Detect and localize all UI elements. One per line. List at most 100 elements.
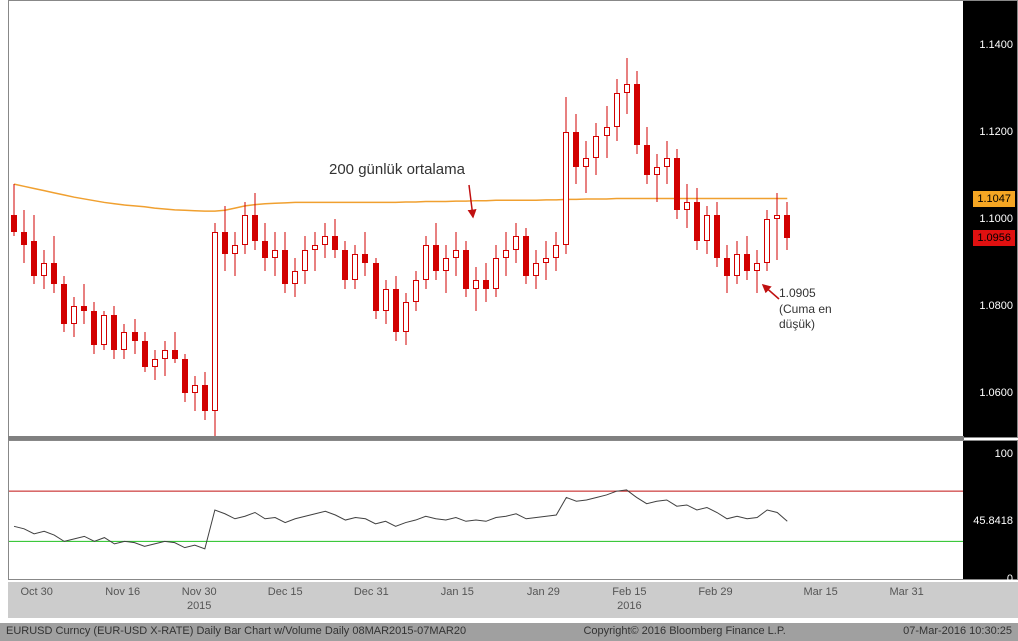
candle — [493, 1, 499, 437]
candle — [373, 1, 379, 437]
candle — [503, 1, 509, 437]
chart-container: 200 günlük ortalama 1.0905 (Cuma en düşü… — [0, 0, 1018, 641]
price-tick: 1.1400 — [979, 39, 1013, 51]
candle — [152, 1, 158, 437]
price-tick: 1.1200 — [979, 126, 1013, 138]
candle — [704, 1, 710, 437]
x-year-label: 2015 — [187, 600, 211, 612]
candle — [684, 1, 690, 437]
candle — [654, 1, 660, 437]
indicator-overlay-svg — [9, 441, 963, 579]
candle — [162, 1, 168, 437]
x-tick: Mar 31 — [890, 586, 924, 598]
candle — [453, 1, 459, 437]
candle — [252, 1, 258, 437]
candle — [714, 1, 720, 437]
x-tick: Nov 16 — [105, 586, 140, 598]
x-tick: Feb 15 — [612, 586, 646, 598]
candle — [342, 1, 348, 437]
candle — [142, 1, 148, 437]
candle — [573, 1, 579, 437]
candle — [71, 1, 77, 437]
footer-center: Copyright© 2016 Bloomberg Finance L.P. — [583, 625, 785, 639]
candle — [262, 1, 268, 437]
friday-low-arrow — [759, 281, 783, 305]
price-tick: 1.0800 — [979, 300, 1013, 312]
indicator-tick: 45.8418 — [973, 515, 1013, 527]
indicator-panel[interactable]: 045.8418100 — [8, 440, 1018, 580]
candle — [31, 1, 37, 437]
candle — [41, 1, 47, 437]
candle — [61, 1, 67, 437]
footer-left: EURUSD Curncy (EUR-USD X-RATE) Daily Bar… — [6, 625, 466, 639]
x-axis: Oct 30Nov 16Nov 30Dec 15Dec 31Jan 15Jan … — [8, 582, 1018, 618]
candle — [242, 1, 248, 437]
candle — [513, 1, 519, 437]
price-marker: 1.0956 — [973, 230, 1015, 246]
candle — [443, 1, 449, 437]
candle — [182, 1, 188, 437]
price-panel[interactable]: 200 günlük ortalama 1.0905 (Cuma en düşü… — [8, 0, 1018, 438]
candle — [634, 1, 640, 437]
candle — [91, 1, 97, 437]
candle — [604, 1, 610, 437]
x-tick: Jan 29 — [527, 586, 560, 598]
candle — [132, 1, 138, 437]
candle — [212, 1, 218, 437]
chart-footer: EURUSD Curncy (EUR-USD X-RATE) Daily Bar… — [0, 623, 1018, 641]
candle — [413, 1, 419, 437]
ma-annotation-arrow — [459, 183, 489, 223]
candle — [614, 1, 620, 437]
candle — [81, 1, 87, 437]
candle — [232, 1, 238, 437]
candle — [423, 1, 429, 437]
friday-low-label: 1.0905 (Cuma en düşük) — [779, 286, 832, 333]
candle — [403, 1, 409, 437]
candle — [664, 1, 670, 437]
price-y-axis: 1.06001.08001.10001.12001.14001.10471.09… — [963, 1, 1017, 437]
footer-right: 07-Mar-2016 10:30:25 — [903, 625, 1012, 639]
candle — [111, 1, 117, 437]
price-tick: 1.1000 — [979, 213, 1013, 225]
candle — [302, 1, 308, 437]
indicator-y-axis: 045.8418100 — [963, 441, 1017, 579]
candle — [744, 1, 750, 437]
candle — [393, 1, 399, 437]
indicator-tick: 100 — [995, 448, 1013, 460]
candle — [754, 1, 760, 437]
x-tick: Oct 30 — [20, 586, 52, 598]
candle — [101, 1, 107, 437]
x-tick: Dec 15 — [268, 586, 303, 598]
candle — [322, 1, 328, 437]
candle — [674, 1, 680, 437]
candle — [583, 1, 589, 437]
price-marker: 1.1047 — [973, 191, 1015, 207]
candle — [11, 1, 17, 437]
candle — [694, 1, 700, 437]
candle — [764, 1, 770, 437]
x-year-label: 2016 — [617, 600, 641, 612]
candle — [21, 1, 27, 437]
candle — [593, 1, 599, 437]
x-tick: Nov 30 — [182, 586, 217, 598]
candle — [523, 1, 529, 437]
candle — [433, 1, 439, 437]
candle — [332, 1, 338, 437]
candle — [51, 1, 57, 437]
candle — [383, 1, 389, 437]
x-tick: Feb 29 — [698, 586, 732, 598]
candle — [624, 1, 630, 437]
candle — [553, 1, 559, 437]
candle — [784, 1, 790, 437]
candle — [192, 1, 198, 437]
candle — [222, 1, 228, 437]
price-plot-area[interactable]: 200 günlük ortalama 1.0905 (Cuma en düşü… — [9, 1, 963, 437]
candle — [362, 1, 368, 437]
ma-annotation-label: 200 günlük ortalama — [329, 161, 465, 178]
x-tick: Dec 31 — [354, 586, 389, 598]
x-tick: Mar 15 — [803, 586, 837, 598]
indicator-plot-area[interactable] — [9, 441, 963, 579]
candle — [282, 1, 288, 437]
candle — [774, 1, 780, 437]
candle — [292, 1, 298, 437]
